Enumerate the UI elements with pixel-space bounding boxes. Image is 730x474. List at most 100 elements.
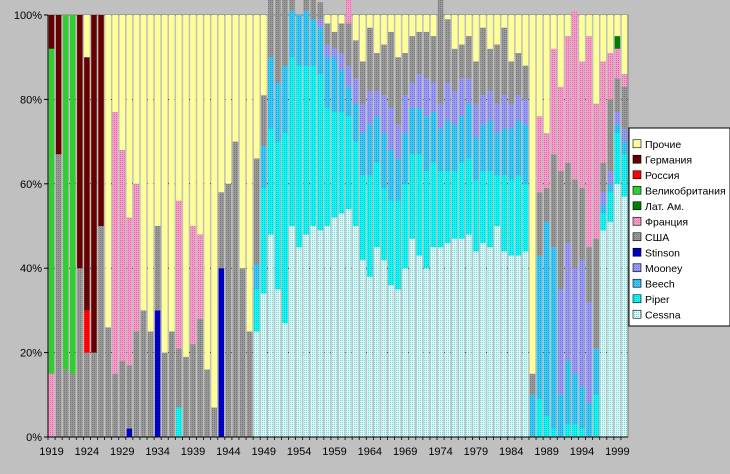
bar-segment (84, 310, 90, 353)
bar-segment-texture (543, 415, 550, 437)
bar-segment-texture (374, 52, 380, 91)
bar-segment (126, 15, 133, 218)
bar-segment-texture (69, 373, 76, 437)
bar-segment-texture (558, 86, 564, 172)
bar-segment-texture (126, 428, 133, 437)
bar-segment-texture (374, 116, 380, 163)
bar-segment-texture (296, 65, 302, 248)
bar-segment-texture (508, 255, 515, 437)
bar-segment-texture (572, 373, 578, 425)
x-axis: 1919 1924 1929 1934 1939 1944 1949 1954 1959 1964… (39, 436, 630, 458)
bar-stack (451, 15, 458, 437)
bar-segment-texture (480, 124, 486, 172)
bar-segment-texture (466, 103, 472, 159)
bar-segment-texture (572, 179, 578, 269)
legend-swatch-texture (633, 310, 641, 319)
bar-segment (614, 15, 621, 37)
y-tick-label: 0% (26, 432, 42, 444)
bar-segment (543, 15, 550, 134)
bar-segment-texture (600, 204, 607, 214)
x-tick-label: 1919 (39, 446, 63, 458)
bar-segment-texture (543, 188, 550, 222)
bar-segment-texture (572, 268, 578, 374)
bar-segment-texture (444, 19, 451, 83)
bar-segment-texture (91, 352, 97, 437)
bar-segment-texture (430, 112, 437, 163)
bar-segment-texture (253, 289, 260, 332)
bar-stack (169, 15, 175, 437)
x-tick-label: 1924 (75, 446, 99, 458)
bar-segment (55, 15, 62, 155)
bar-segment-texture (409, 36, 416, 83)
bar-segment (579, 15, 585, 62)
bar-segment-texture (218, 192, 225, 269)
bar-segment (69, 15, 76, 374)
bar-segment-texture (388, 200, 394, 286)
bar-stack (296, 15, 302, 437)
bar-segment (176, 15, 182, 201)
bar-segment-texture (522, 124, 529, 184)
bar-segment-texture (515, 95, 522, 121)
bar-segment (367, 15, 373, 28)
bar-segment-texture (508, 128, 515, 180)
bar-stack (161, 15, 168, 437)
bar-segment (352, 15, 359, 41)
bar-segment-texture (480, 95, 486, 125)
bar-segment (473, 15, 479, 62)
bar-segment-texture (451, 48, 458, 91)
bar-segment (253, 15, 260, 159)
bar-segment (451, 15, 458, 49)
bar-segment-texture (621, 128, 628, 142)
bar-segment-texture (515, 120, 522, 176)
x-tick-label: 1989 (534, 446, 558, 458)
bar-segment-texture (423, 31, 430, 79)
bar-segment-texture (133, 331, 140, 437)
bar-segment (480, 15, 486, 28)
bar-segment-texture (310, 226, 317, 437)
bar-segment-texture (621, 141, 628, 155)
bar-stack (345, 0, 352, 437)
legend: Прочие Германия Россия Великобритания Лат. А… (628, 127, 730, 327)
bar-segment-texture (593, 394, 599, 437)
bar-segment-texture (494, 44, 500, 104)
bar-segment-texture (317, 27, 324, 75)
bar-segment-texture (473, 103, 479, 138)
bar-segment-texture (614, 133, 621, 184)
bar-segment-texture (268, 234, 274, 437)
bar-segment-texture (614, 112, 621, 125)
bar-segment (48, 48, 55, 374)
bar-segment-texture (529, 394, 536, 437)
legend-swatch-texture (633, 217, 641, 226)
bar-stack (176, 15, 182, 437)
bar-segment-texture (395, 57, 401, 125)
bar-segment-texture (303, 234, 309, 437)
bar-stack (239, 15, 246, 437)
bar-stack (529, 15, 536, 437)
bar-segment (395, 15, 401, 58)
bar-segment-texture (374, 247, 380, 437)
bar-segment-texture (345, 86, 352, 117)
bar-segment-texture (381, 95, 387, 134)
bar-segment-texture (607, 183, 614, 193)
bar-segment-texture (359, 175, 366, 260)
bar-segment-texture (253, 331, 260, 437)
bar-segment-texture (324, 107, 331, 226)
legend-item: США (632, 232, 669, 244)
bar-segment-texture (352, 40, 359, 79)
bar-segment (84, 57, 90, 311)
bar-segment-texture (211, 407, 217, 437)
bar-segment-texture (331, 112, 338, 218)
x-tick-label: 1994 (570, 446, 594, 458)
bar-segment (529, 15, 536, 374)
bar-segment (423, 15, 430, 32)
x-tick-label: 1969 (393, 446, 417, 458)
legend-label: Великобритания (645, 185, 726, 197)
bar-segment-texture (543, 133, 550, 189)
bar-stack (614, 15, 621, 437)
bar-segment-texture (621, 196, 628, 437)
bar-segment-texture (558, 289, 564, 395)
bar-segment-texture (374, 162, 380, 248)
bar-stack (459, 15, 465, 437)
bar-segment (600, 15, 607, 62)
bar-segment-texture (133, 183, 140, 332)
